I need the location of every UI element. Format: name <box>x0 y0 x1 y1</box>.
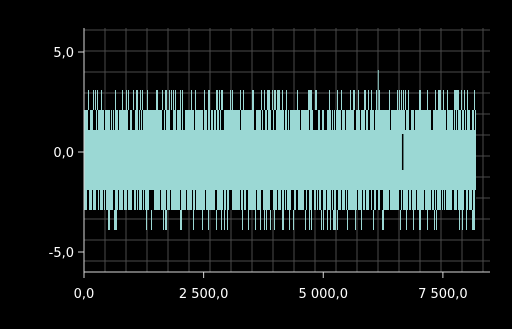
y-ticks: 5,0 0,0 -5,0 <box>49 46 84 261</box>
x-ticks: 0,0 2 500,0 5 000,0 7 500,0 <box>74 272 468 302</box>
x-tick-label: 7 500,0 <box>418 287 468 302</box>
x-tick-label: 0,0 <box>74 287 95 302</box>
y-tick-label: 0,0 <box>53 146 74 161</box>
axes <box>83 28 490 273</box>
x-tick-label: 2 500,0 <box>179 287 229 302</box>
y-tick-label: -5,0 <box>49 246 74 261</box>
signal-series <box>84 70 476 230</box>
y-tick-label: 5,0 <box>53 46 74 61</box>
x-tick-label: 5 000,0 <box>298 287 348 302</box>
